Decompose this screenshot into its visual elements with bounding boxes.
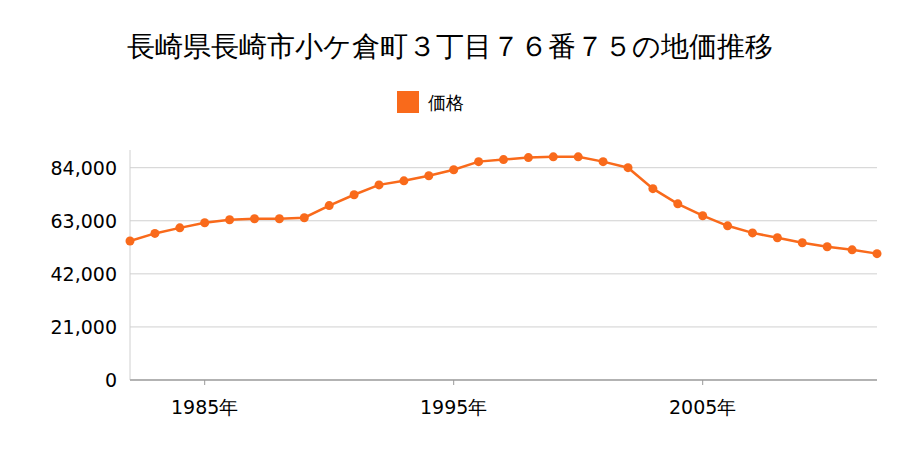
marker — [300, 213, 309, 222]
marker — [350, 190, 359, 199]
marker — [748, 228, 757, 237]
marker — [375, 180, 384, 189]
marker — [873, 249, 882, 258]
plot-area — [126, 152, 882, 258]
x-tick-label: 1995年 — [420, 396, 487, 418]
x-tick-label: 2005年 — [669, 396, 736, 418]
marker — [599, 157, 608, 166]
y-tick-label: 0 — [105, 369, 117, 391]
y-axis-line — [130, 150, 131, 380]
marker — [275, 214, 284, 223]
legend: 価格 — [397, 91, 464, 113]
grid-line — [130, 273, 877, 274]
marker — [698, 211, 707, 220]
x-tick — [204, 380, 205, 385]
marker — [424, 171, 433, 180]
y-tick-label: 84,000 — [51, 157, 117, 179]
chart: 長崎県長崎市小ケ倉町３丁目７６番７５の地価推移価格 0 21,000 42,000 63… — [0, 0, 900, 450]
marker — [524, 153, 533, 162]
grid-line — [130, 380, 877, 381]
grid-line — [130, 326, 877, 327]
x-axis-line — [130, 380, 877, 381]
marker — [848, 245, 857, 254]
marker — [399, 176, 408, 185]
x-tick — [702, 380, 703, 385]
marker — [574, 152, 583, 161]
y-tick-label: 63,000 — [51, 210, 117, 232]
marker — [648, 184, 657, 193]
grid-line — [130, 167, 877, 168]
marker — [798, 238, 807, 247]
marker — [773, 233, 782, 242]
marker — [474, 157, 483, 166]
x-tick — [453, 380, 454, 385]
marker — [823, 242, 832, 251]
line — [130, 157, 877, 254]
title: 長崎県長崎市小ケ倉町３丁目７６番７５の地価推移 — [127, 30, 773, 63]
y-tick-label: 42,000 — [51, 263, 117, 285]
marker — [549, 152, 558, 161]
x-tick-label: 1985年 — [171, 396, 238, 418]
marker — [126, 236, 135, 245]
marker — [200, 218, 209, 227]
marker — [499, 155, 508, 164]
marker — [325, 201, 334, 210]
y-tick-label: 21,000 — [51, 316, 117, 338]
marker — [624, 163, 633, 172]
marker — [225, 215, 234, 224]
marker — [673, 199, 682, 208]
legend-label: 価格 — [428, 92, 464, 113]
marker — [723, 221, 732, 230]
marker — [150, 229, 159, 238]
marker — [250, 214, 259, 223]
marker — [175, 223, 184, 232]
legend-swatch — [397, 91, 419, 113]
marker — [449, 165, 458, 174]
